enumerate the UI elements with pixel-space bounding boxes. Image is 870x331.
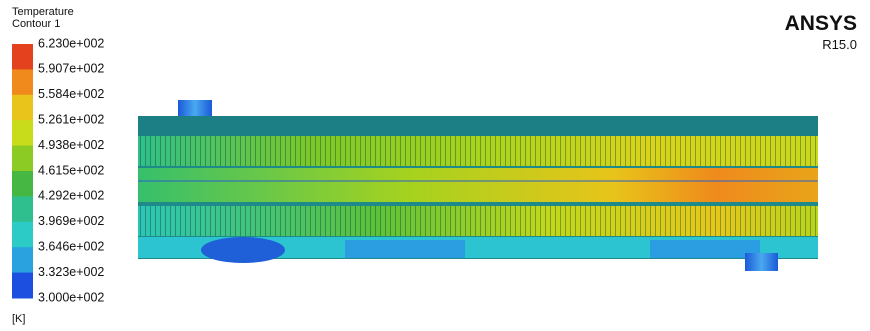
legend-level: 3.969e+002 [38, 214, 104, 228]
brand-version: R15.0 [822, 37, 857, 52]
legend-level: 4.938e+002 [38, 138, 104, 152]
heat-exchanger [138, 100, 818, 271]
color-band [12, 120, 33, 146]
legend-title: Contour 1 [12, 18, 60, 30]
cold-zone [345, 240, 465, 258]
color-band [12, 222, 33, 248]
shell-top [138, 116, 818, 136]
legend-unit: [K] [12, 313, 25, 325]
color-band [12, 171, 33, 197]
cold-zone [650, 240, 760, 258]
outlet-nozzle [745, 253, 778, 271]
color-band [12, 273, 33, 299]
brand-name: ANSYS [785, 12, 857, 35]
tube-ribs [138, 206, 818, 236]
color-band [12, 196, 33, 222]
cold-zone [201, 237, 285, 263]
legend-level: 3.646e+002 [38, 239, 104, 253]
color-band [12, 44, 33, 70]
legend-level: 3.323e+002 [38, 265, 104, 279]
core-flow [138, 168, 818, 202]
core-line [138, 180, 818, 182]
legend-level: 5.907e+002 [38, 62, 104, 76]
color-band [12, 69, 33, 95]
screenshot: Temperature Contour 1 6.230e+002 5.907e+0… [0, 0, 870, 331]
color-bar [12, 44, 33, 299]
color-band [12, 95, 33, 121]
legend-level: 4.615e+002 [38, 163, 104, 177]
legend-level: 5.261e+002 [38, 112, 104, 126]
color-band [12, 247, 33, 273]
legend-level: 4.292e+002 [38, 189, 104, 203]
color-band [12, 146, 33, 172]
inlet-nozzle [178, 100, 212, 118]
legend-title: Temperature [12, 6, 74, 18]
legend: Temperature Contour 1 6.230e+002 5.907e+0… [12, 6, 104, 325]
legend-level: 3.000e+002 [38, 290, 104, 304]
legend-level: 6.230e+002 [38, 36, 104, 50]
tube-ribs [138, 136, 818, 166]
legend-level: 5.584e+002 [38, 87, 104, 101]
legend-levels: 6.230e+002 5.907e+002 5.584e+002 5.261e+002… [38, 36, 104, 304]
